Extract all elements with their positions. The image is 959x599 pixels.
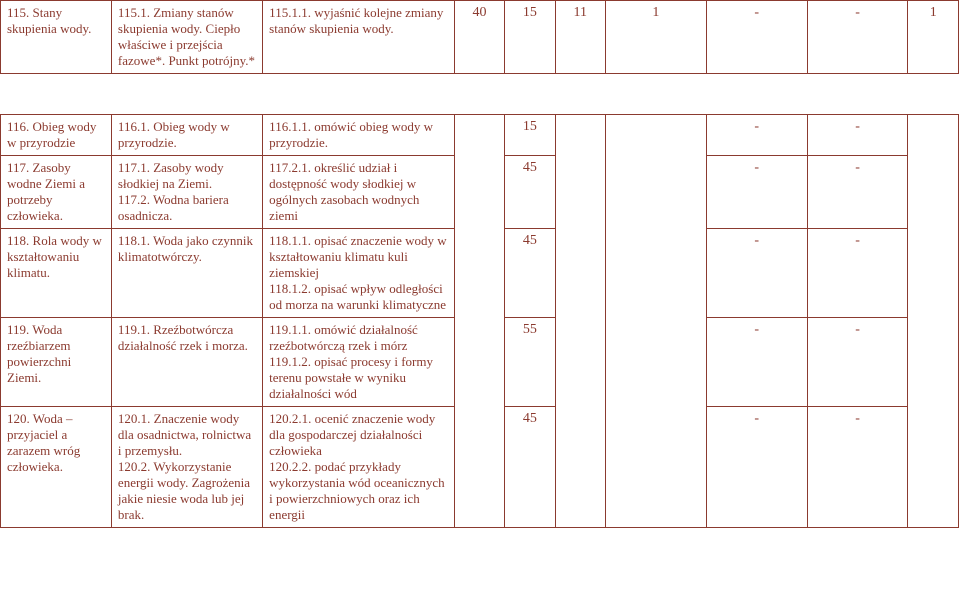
cell-num: 55 [505,318,555,407]
cell-num: - [807,156,908,229]
cell-topic: 120. Woda – przyjaciel a zarazem wróg cz… [1,407,112,528]
section-gap [0,74,959,114]
table-row: 115. Stany skupienia wody. 115.1. Zmiany… [1,1,959,74]
cell-objective: 116.1.1. omówić obieg wody w przyrodzie. [263,115,455,156]
cell-num [908,115,959,528]
cell-num [605,115,706,528]
lower-table: 116. Obieg wody w przyrodzie 116.1. Obie… [0,114,959,528]
cell-topic: 115. Stany skupienia wody. [1,1,112,74]
cell-num: - [807,1,908,74]
cell-objective: 120.2.1. ocenić znaczenie wody dla gospo… [263,407,455,528]
cell-subtopic: 116.1. Obieg wody w przyrodzie. [111,115,262,156]
cell-objective: 119.1.1. omówić działalność rzeźbotwórcz… [263,318,455,407]
cell-subtopic: 119.1. Rzeźbotwórcza działalność rzek i … [111,318,262,407]
cell-num: - [706,1,807,74]
cell-num: - [706,115,807,156]
cell-num: 1 [908,1,959,74]
cell-subtopic: 117.1. Zasoby wody słodkiej na Ziemi.117… [111,156,262,229]
cell-num [555,115,605,528]
cell-num: 15 [505,1,555,74]
cell-subtopic: 118.1. Woda jako czynnik klimatotwórczy. [111,229,262,318]
upper-table: 115. Stany skupienia wody. 115.1. Zmiany… [0,0,959,74]
cell-num: - [706,407,807,528]
cell-objective: 118.1.1. opisać znaczenie wody w kształt… [263,229,455,318]
cell-num: - [706,156,807,229]
table-row: 116. Obieg wody w przyrodzie 116.1. Obie… [1,115,959,156]
cell-topic: 118. Rola wody w kształtowaniu klimatu. [1,229,112,318]
cell-num: 45 [505,156,555,229]
cell-num: 15 [505,115,555,156]
cell-num: 40 [454,1,504,74]
cell-topic: 119. Woda rzeźbiarzem powierzchni Ziemi. [1,318,112,407]
cell-num: 1 [605,1,706,74]
cell-num: 11 [555,1,605,74]
cell-subtopic: 120.1. Znaczenie wody dla osadnictwa, ro… [111,407,262,528]
cell-num: - [807,229,908,318]
cell-objective: 115.1.1. wyjaśnić kolejne zmiany stanów … [263,1,455,74]
cell-num: 45 [505,407,555,528]
cell-num [454,115,504,528]
cell-objective: 117.2.1. określić udział i dostępność wo… [263,156,455,229]
cell-subtopic: 115.1. Zmiany stanów skupienia wody. Cie… [111,1,262,74]
cell-num: - [807,407,908,528]
cell-topic: 117. Zasoby wodne Ziemi a potrzeby człow… [1,156,112,229]
cell-num: - [706,229,807,318]
cell-topic: 116. Obieg wody w przyrodzie [1,115,112,156]
cell-num: - [807,318,908,407]
cell-num: - [706,318,807,407]
cell-num: - [807,115,908,156]
cell-num: 45 [505,229,555,318]
